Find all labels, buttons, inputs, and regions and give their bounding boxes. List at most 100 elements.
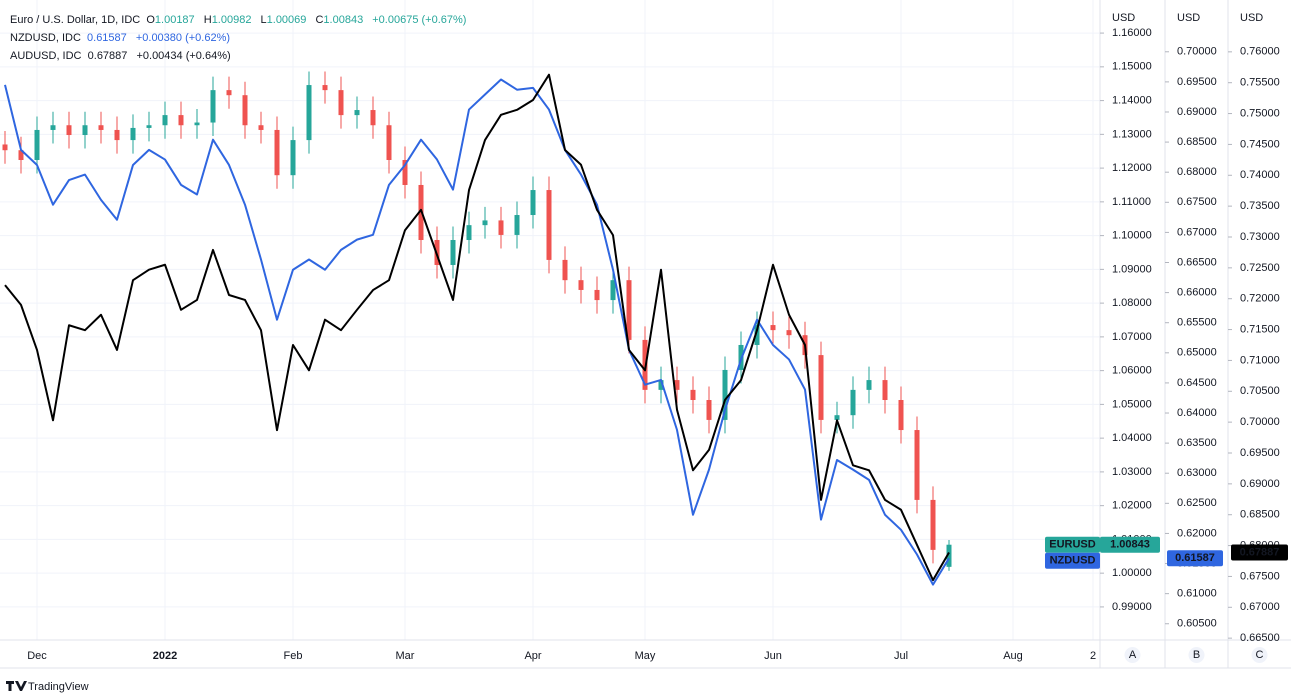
candle-body xyxy=(578,280,584,290)
y-tick-label: 0.67500 xyxy=(1177,196,1217,208)
y-tick-label: 0.67000 xyxy=(1177,226,1217,238)
legend-change: +0.00434 (+0.64%) xyxy=(136,50,231,62)
axis-unit: USD xyxy=(1177,12,1200,24)
y-tick-label: 0.72500 xyxy=(1240,262,1280,274)
candle-body xyxy=(850,389,856,416)
candle-body xyxy=(530,190,536,216)
ohlc-label: H xyxy=(203,14,212,26)
series-name-tag: EURUSD xyxy=(1049,539,1096,551)
x-tick-label: Apr xyxy=(524,650,541,662)
y-tick-label: 0.63500 xyxy=(1177,437,1217,449)
ohlc-value: 1.00069 xyxy=(266,14,307,26)
y-tick-label: 0.70500 xyxy=(1240,385,1280,397)
candle-body xyxy=(162,115,168,126)
y-tick-label: 0.72000 xyxy=(1240,293,1280,305)
y-tick-label: 0.66500 xyxy=(1240,632,1280,644)
legend-value: 0.67887 xyxy=(87,50,128,62)
candle-body xyxy=(610,280,616,301)
y-tick-label: 0.69500 xyxy=(1240,447,1280,459)
candle-body xyxy=(146,125,152,128)
y-tick-label: 0.60500 xyxy=(1177,618,1217,630)
y-tick-label: 0.61000 xyxy=(1177,588,1217,600)
candle-body xyxy=(370,110,376,126)
candle-body xyxy=(706,400,712,420)
ohlc-label: L xyxy=(260,14,267,26)
legend-change: +0.00380 (+0.62%) xyxy=(135,32,231,44)
y-tick-label: 0.64500 xyxy=(1177,377,1217,389)
candle-body xyxy=(50,125,56,130)
candle-body xyxy=(770,325,776,331)
candle-body xyxy=(722,369,728,420)
price-tag-bg xyxy=(1231,544,1288,561)
y-tick-label: 0.65000 xyxy=(1177,347,1217,359)
candle-body xyxy=(210,90,216,123)
candle-body xyxy=(2,144,8,151)
candle-body xyxy=(946,544,952,567)
series-name-tag-bg xyxy=(1045,552,1100,569)
scale-badge xyxy=(1188,647,1205,663)
scale-name: A xyxy=(1129,649,1137,661)
candle-body xyxy=(450,240,456,265)
candle-body xyxy=(754,325,760,345)
legend-title: Euro / U.S. Dollar, 1D, IDC xyxy=(10,14,141,26)
y-tick-label: 1.10000 xyxy=(1112,230,1152,242)
ohlc-value: 1.00982 xyxy=(211,14,252,26)
series-name-tag: NZDUSD xyxy=(1050,555,1096,567)
legend-row: AUDUSD, IDC 0.67887 +0.00434 (+0.64%) xyxy=(10,47,466,65)
y-tick-label: 1.13000 xyxy=(1112,128,1152,140)
y-tick-label: 0.62500 xyxy=(1177,497,1217,509)
y-tick-label: 1.06000 xyxy=(1112,365,1152,377)
y-tick-label: 0.74500 xyxy=(1240,138,1280,150)
y-tick-label: 0.67000 xyxy=(1240,601,1280,613)
y-tick-label: 0.73000 xyxy=(1240,231,1280,243)
candle-body xyxy=(290,140,296,176)
y-tick-label: 1.05000 xyxy=(1112,398,1152,410)
scale-name: C xyxy=(1256,649,1264,661)
y-tick-label: 0.68000 xyxy=(1177,166,1217,178)
price-tag-bg xyxy=(1167,550,1223,567)
candle-body xyxy=(482,220,488,226)
y-tick-label: 1.09000 xyxy=(1112,263,1152,275)
y-tick-label: 0.62000 xyxy=(1177,527,1217,539)
y-tick-label: 0.68500 xyxy=(1177,136,1217,148)
brand-logo xyxy=(6,681,27,691)
x-tick-label: Jul xyxy=(894,650,908,662)
y-tick-label: 0.68500 xyxy=(1240,509,1280,521)
candle-body xyxy=(786,330,792,336)
candle-body xyxy=(354,110,360,116)
ohlc-label: O xyxy=(146,14,155,26)
y-tick-label: 0.76000 xyxy=(1240,46,1280,58)
candle-body xyxy=(498,220,504,235)
y-tick-label: 0.75000 xyxy=(1240,107,1280,119)
y-tick-label: 1.11000 xyxy=(1112,196,1151,208)
y-tick-label: 1.08000 xyxy=(1112,297,1152,309)
legend-value: 0.61587 xyxy=(87,32,127,44)
ohlc-value: 1.00187 xyxy=(154,14,195,26)
candle-body xyxy=(178,115,184,126)
y-tick-label: 0.75500 xyxy=(1240,77,1280,89)
ohlc-value: 1.00843 xyxy=(323,14,364,26)
candle-body xyxy=(866,380,872,390)
legend-row: Euro / U.S. Dollar, 1D, IDC O1.00187 H1.… xyxy=(10,11,466,29)
y-tick-label: 1.14000 xyxy=(1112,94,1152,106)
scale-badge xyxy=(1124,647,1141,663)
y-tick-label: 0.71500 xyxy=(1240,323,1280,335)
y-tick-label: 0.70000 xyxy=(1177,46,1217,58)
x-tick-label: Feb xyxy=(284,650,303,662)
candle-body xyxy=(402,160,408,185)
y-tick-label: 1.12000 xyxy=(1112,162,1152,174)
y-tick-label: 0.65500 xyxy=(1177,317,1217,329)
candle-body xyxy=(226,90,232,96)
candle-body xyxy=(658,380,664,390)
y-tick-label: 1.15000 xyxy=(1112,61,1152,73)
legend-change: +0.00675 (+0.67%) xyxy=(372,14,467,26)
legend: Euro / U.S. Dollar, 1D, IDC O1.00187 H1.… xyxy=(10,11,466,65)
legend-title: NZDUSD, IDC xyxy=(10,32,81,44)
candle-body xyxy=(818,355,824,420)
x-tick-label: Jun xyxy=(764,650,782,662)
y-tick-label: 0.69000 xyxy=(1240,478,1280,490)
candle-body xyxy=(594,289,600,301)
candle-body xyxy=(322,85,328,91)
